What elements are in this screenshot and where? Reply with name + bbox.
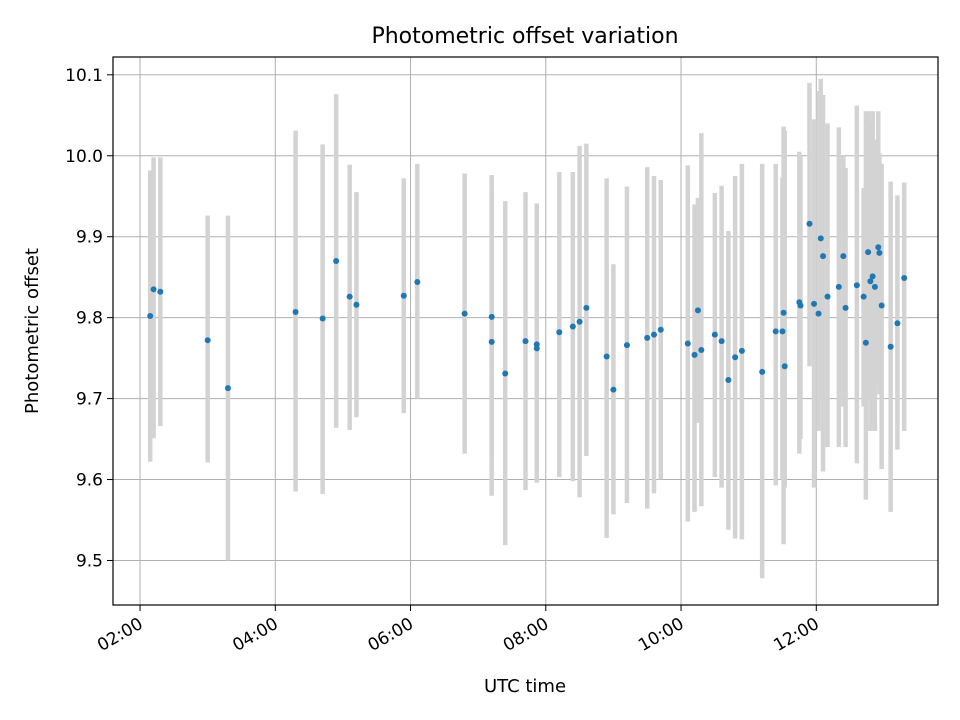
data-point <box>842 304 849 311</box>
data-point <box>711 331 718 338</box>
data-point <box>718 338 725 345</box>
data-point <box>876 249 883 256</box>
data-point <box>346 293 353 300</box>
data-point <box>824 293 831 300</box>
x-axis-label: UTC time <box>484 676 566 697</box>
data-point <box>150 286 157 293</box>
data-point <box>865 249 872 256</box>
data-point <box>610 386 617 393</box>
data-point <box>901 274 908 281</box>
data-point <box>204 337 211 344</box>
data-point <box>779 328 786 335</box>
data-points <box>147 220 908 393</box>
data-point <box>583 304 590 311</box>
data-point <box>623 342 630 349</box>
data-point <box>797 302 804 309</box>
plot-frame <box>112 56 939 606</box>
data-point <box>887 343 894 350</box>
data-point <box>502 370 509 377</box>
data-point <box>811 300 818 307</box>
data-point <box>556 329 563 336</box>
data-point <box>147 313 154 320</box>
data-point <box>867 278 874 285</box>
data-point <box>725 376 732 383</box>
data-point <box>644 334 651 341</box>
data-point <box>806 220 813 227</box>
data-point <box>875 244 882 251</box>
data-point <box>224 385 231 392</box>
data-point <box>522 338 529 345</box>
data-point <box>780 309 787 316</box>
data-point <box>698 347 705 354</box>
y-tick-label: 10.0 <box>65 147 103 167</box>
data-point <box>353 301 360 308</box>
data-point <box>691 351 698 358</box>
data-point <box>862 339 869 346</box>
data-point <box>292 308 299 315</box>
data-point <box>759 368 766 375</box>
y-tick-label: 9.7 <box>76 390 103 410</box>
data-point <box>869 273 876 280</box>
data-point <box>333 257 340 264</box>
data-point <box>414 279 421 286</box>
data-point <box>569 323 576 330</box>
y-axis-label: Photometric offset <box>22 248 43 414</box>
data-point <box>650 331 657 338</box>
data-point <box>820 253 827 260</box>
data-point <box>319 315 326 322</box>
data-point <box>835 283 842 290</box>
data-point <box>732 354 739 361</box>
data-point <box>738 347 745 354</box>
data-point <box>657 326 664 333</box>
data-point <box>157 288 164 295</box>
data-point <box>871 283 878 290</box>
data-point <box>817 235 824 242</box>
data-point <box>684 340 691 347</box>
data-point <box>772 328 779 335</box>
data-point <box>488 338 495 345</box>
y-tick-label: 9.9 <box>76 228 103 248</box>
data-point <box>853 282 860 289</box>
data-point <box>781 363 788 370</box>
data-point <box>488 313 495 320</box>
y-tick-label: 10.1 <box>65 66 103 86</box>
chart-title: Photometric offset variation <box>371 24 678 49</box>
data-point <box>878 302 885 309</box>
data-point <box>694 307 701 314</box>
data-point <box>860 293 867 300</box>
y-axis-ticks: 9.5 9.6 9.7 9.8 9.9 10.0 10.1 <box>65 66 113 571</box>
data-point <box>603 353 610 360</box>
data-point <box>461 310 468 317</box>
data-point <box>815 310 822 317</box>
data-point <box>400 292 407 299</box>
y-tick-label: 9.5 <box>76 551 103 571</box>
y-tick-label: 9.6 <box>76 471 103 491</box>
y-tick-label: 9.8 <box>76 309 103 329</box>
data-point <box>840 253 847 260</box>
data-point <box>576 318 583 325</box>
data-point <box>533 345 540 352</box>
data-point <box>894 320 901 327</box>
